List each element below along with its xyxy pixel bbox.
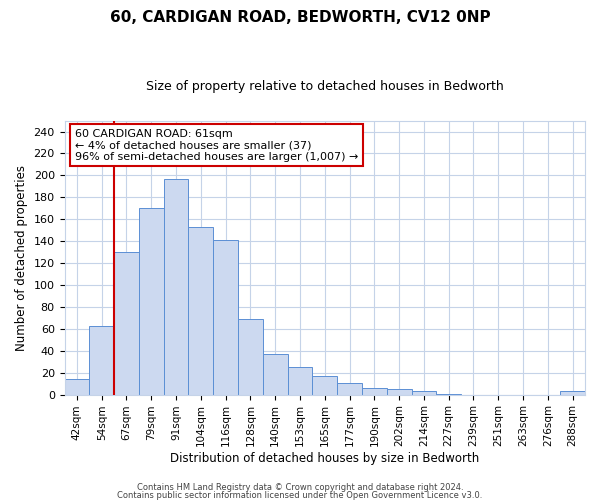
Bar (139, 208, 164, 394)
Text: 60, CARDIGAN ROAD, BEDWORTH, CV12 0NP: 60, CARDIGAN ROAD, BEDWORTH, CV12 0NP (110, 10, 490, 25)
Bar (238, 319, 263, 394)
Bar (287, 367, 313, 394)
Text: Contains public sector information licensed under the Open Government Licence v3: Contains public sector information licen… (118, 490, 482, 500)
Text: 60 CARDIGAN ROAD: 61sqm
← 4% of detached houses are smaller (37)
96% of semi-det: 60 CARDIGAN ROAD: 61sqm ← 4% of detached… (75, 129, 358, 162)
Bar (164, 178, 188, 394)
Bar (560, 392, 585, 394)
Bar (65, 380, 89, 394)
Bar (362, 388, 387, 394)
Title: Size of property relative to detached houses in Bedworth: Size of property relative to detached ho… (146, 80, 503, 93)
Bar (313, 376, 337, 394)
Bar (188, 227, 213, 394)
Bar (387, 389, 412, 394)
Bar (114, 252, 139, 394)
Bar (337, 382, 362, 394)
Bar (213, 240, 238, 394)
Y-axis label: Number of detached properties: Number of detached properties (15, 164, 28, 350)
Bar (412, 392, 436, 394)
Bar (263, 354, 287, 395)
Bar (89, 326, 114, 394)
Text: Contains HM Land Registry data © Crown copyright and database right 2024.: Contains HM Land Registry data © Crown c… (137, 484, 463, 492)
X-axis label: Distribution of detached houses by size in Bedworth: Distribution of detached houses by size … (170, 452, 479, 465)
